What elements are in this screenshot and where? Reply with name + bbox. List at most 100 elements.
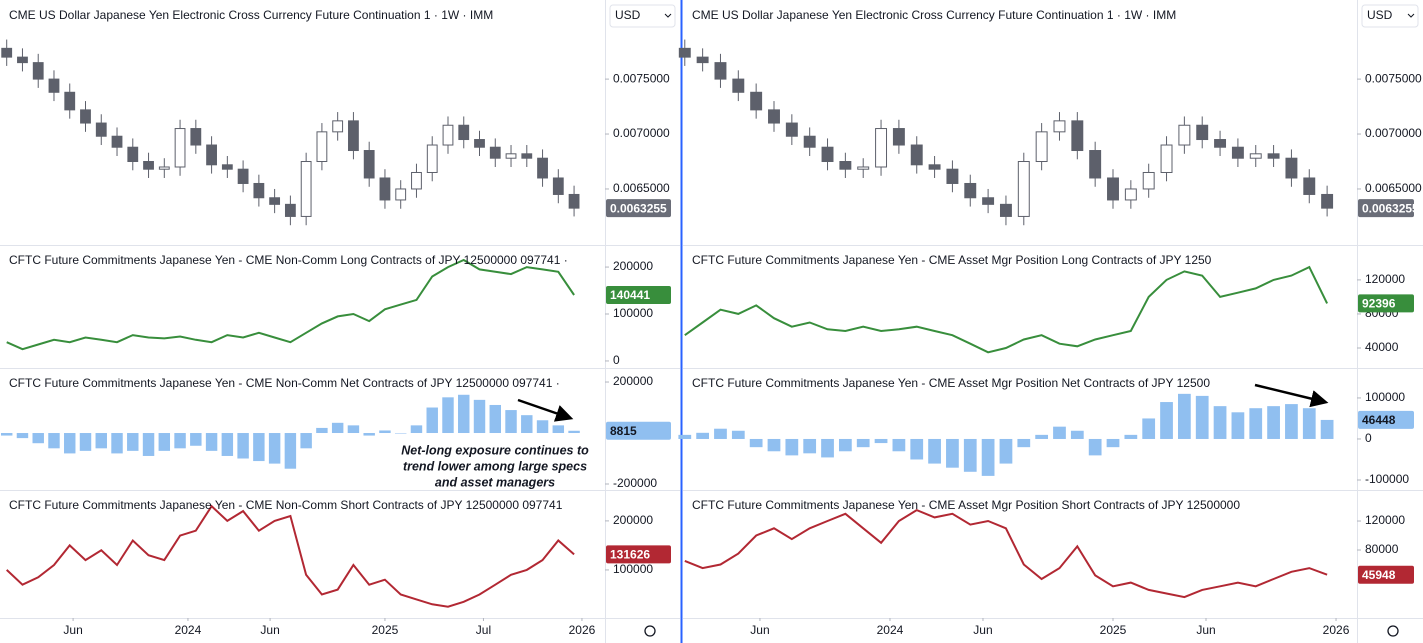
- y-tick-label: 100000: [1365, 390, 1405, 404]
- candle-body: [489, 146, 501, 159]
- currency-label[interactable]: USD: [615, 8, 641, 22]
- candle-body: [839, 161, 852, 170]
- dropdown-chevron[interactable]: [664, 13, 672, 18]
- candle-body: [552, 177, 564, 195]
- histogram-bar: [237, 433, 249, 459]
- settings-icon[interactable]: [1387, 625, 1399, 637]
- histogram-bar: [838, 438, 852, 452]
- pane-title: CFTC Future Commitments Japanese Yen - C…: [692, 376, 1210, 390]
- candle-body: [190, 128, 202, 146]
- currency-selector[interactable]: [1361, 4, 1419, 28]
- candle-body: [80, 109, 91, 124]
- histogram-bar: [331, 422, 344, 434]
- candle-body: [332, 120, 344, 133]
- histogram-bar: [442, 397, 454, 434]
- pane-title: CME US Dollar Japanese Yen Electronic Cr…: [692, 8, 1176, 22]
- candle-body: [174, 128, 186, 168]
- histogram-bar: [253, 433, 265, 462]
- y-tick-label: 80000: [1365, 542, 1399, 556]
- histogram-bar: [268, 433, 281, 464]
- y-tick-label: 0.0065000: [1365, 181, 1422, 195]
- last-value-badge: [606, 199, 671, 218]
- x-tick-label: Jun: [750, 623, 769, 637]
- y-tick-label: 0.0075000: [613, 71, 670, 85]
- candle-body: [1160, 144, 1173, 173]
- candle-body: [875, 128, 888, 168]
- candle-body: [206, 144, 217, 166]
- candle-body: [714, 62, 727, 80]
- last-value-label: 92396: [1362, 297, 1396, 311]
- histogram-bar: [1195, 395, 1209, 439]
- histogram-bar: [1053, 426, 1066, 439]
- candle-body: [1321, 193, 1334, 209]
- candle-body: [821, 146, 834, 163]
- annotation: and asset managers: [435, 475, 555, 489]
- currency-label[interactable]: USD: [1367, 8, 1393, 22]
- x-tick-label: 2026: [569, 623, 596, 637]
- histogram-bar: [347, 425, 360, 434]
- histogram-bar: [48, 433, 60, 449]
- candle-body: [127, 146, 139, 163]
- y-tick-label: 100000: [613, 562, 653, 576]
- x-tick-label: 2024: [175, 623, 202, 637]
- histogram-bar: [803, 438, 817, 454]
- candle-body: [284, 203, 296, 217]
- histogram-bar: [999, 438, 1013, 464]
- last-value-badge: [606, 421, 671, 440]
- histogram-bar: [316, 427, 328, 434]
- histogram-bar: [363, 433, 375, 436]
- histogram-bar: [856, 438, 870, 448]
- y-tick-label: 0: [613, 353, 620, 367]
- y-tick-label: 100000: [613, 306, 653, 320]
- candle-body: [221, 164, 233, 170]
- x-tick-label: 2025: [1100, 623, 1127, 637]
- pane-title: CFTC Future Commitments Japanese Yen - C…: [9, 376, 560, 390]
- histogram-bar: [284, 433, 297, 469]
- candle-body: [696, 56, 709, 64]
- histogram-bar: [1177, 393, 1191, 439]
- candle-body: [568, 193, 580, 209]
- dropdown-chevron[interactable]: [1407, 13, 1415, 18]
- y-tick-label: 0.0065000: [613, 181, 670, 195]
- candle-body: [143, 161, 154, 170]
- y-tick-label: 200000: [613, 513, 653, 527]
- candle-body: [1214, 139, 1227, 148]
- y-tick-label: 120000: [1365, 513, 1405, 527]
- histogram-bar: [749, 438, 763, 448]
- histogram-bar: [111, 433, 123, 454]
- candle-body: [1124, 188, 1137, 201]
- currency-selector[interactable]: [609, 4, 676, 28]
- candle-body: [1053, 120, 1066, 133]
- candle-body: [768, 109, 780, 124]
- y-tick-label: -200000: [613, 476, 657, 490]
- y-tick-label: 0.0075000: [1365, 71, 1422, 85]
- histogram-bar: [300, 433, 312, 449]
- histogram-bar: [205, 433, 218, 451]
- candle-body: [442, 124, 454, 146]
- trend-arrow: [517, 398, 574, 422]
- candle-body: [892, 128, 905, 146]
- candle-body: [1, 47, 13, 58]
- histogram-bar: [1213, 406, 1227, 439]
- series-line: [684, 265, 1328, 354]
- candle-body: [946, 168, 959, 184]
- histogram-bar: [1088, 438, 1102, 456]
- histogram-bar: [1106, 438, 1120, 448]
- last-value-label: 45948: [1362, 568, 1396, 582]
- histogram-bar: [1267, 406, 1280, 439]
- histogram-bar: [1249, 408, 1263, 439]
- settings-icon[interactable]: [644, 625, 656, 637]
- candle-body: [928, 164, 941, 170]
- pane-title: CFTC Future Commitments Japanese Yen - C…: [692, 498, 1240, 512]
- histogram-bar: [458, 394, 470, 434]
- candle-body: [732, 78, 745, 93]
- histogram-bar: [64, 433, 76, 454]
- histogram-bar: [678, 434, 692, 439]
- histogram-bar: [1231, 412, 1245, 439]
- histogram-bar: [32, 433, 44, 444]
- histogram-bar: [394, 433, 407, 434]
- candle-body: [48, 78, 60, 93]
- histogram-bar: [190, 433, 202, 446]
- histogram-bar: [379, 430, 391, 434]
- x-tick-label: Jun: [260, 623, 279, 637]
